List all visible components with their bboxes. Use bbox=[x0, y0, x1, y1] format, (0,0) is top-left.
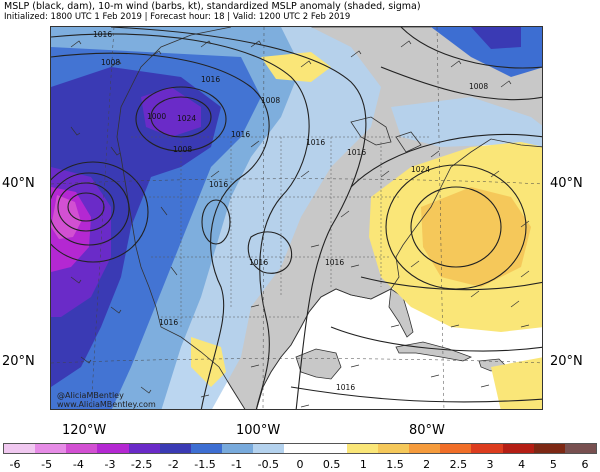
map-title: MSLP (black, dam), 10-m wind (barbs, kt)… bbox=[4, 1, 421, 12]
colorbar-swatch bbox=[159, 444, 191, 453]
colorbar-tick-label: -1.5 bbox=[194, 458, 216, 471]
colorbar-tick-label: 2 bbox=[423, 458, 431, 471]
colorbar-tick-label: -3 bbox=[104, 458, 116, 471]
lat-label-40n-right: 40°N bbox=[550, 176, 583, 191]
isobar-label: 1016 bbox=[306, 138, 325, 147]
cuba-island bbox=[395, 341, 473, 362]
colorbar-swatch bbox=[346, 444, 378, 453]
lon-label-100w: 100°W bbox=[236, 423, 281, 438]
colorbar-tick-label: 2.5 bbox=[449, 458, 468, 471]
isobar-label: 1016 bbox=[159, 318, 178, 327]
colorbar-tick-label: 0 bbox=[296, 458, 304, 471]
graticule bbox=[51, 27, 542, 409]
colorbar-tick-label: -4 bbox=[72, 458, 84, 471]
colorbar-tick-label: 0.5 bbox=[322, 458, 341, 471]
colorbar-tick-label: -2.5 bbox=[130, 458, 153, 471]
isobar-label: 1024 bbox=[411, 165, 430, 174]
isobar-label: 1008 bbox=[261, 96, 280, 105]
isobar-label: 1016 bbox=[209, 180, 228, 189]
isobar-label: 1008 bbox=[469, 82, 488, 91]
anomaly-shading bbox=[51, 27, 542, 409]
colorbar-swatch bbox=[315, 444, 347, 453]
lat-label-40n-left: 40°N bbox=[2, 176, 35, 191]
anomaly-colorbar bbox=[3, 443, 597, 454]
colorbar-tick-label: -2 bbox=[167, 458, 179, 471]
lon-label-80w: 80°W bbox=[409, 423, 445, 438]
colorbar-swatch bbox=[253, 444, 285, 453]
colorbar-swatch bbox=[97, 444, 129, 453]
colorbar-tick-label: -6 bbox=[9, 458, 21, 471]
map-subtitle: Initialized: 1800 UTC 1 Feb 2019 | Forec… bbox=[4, 12, 351, 22]
lat-label-20n-right: 20°N bbox=[550, 354, 583, 369]
colorbar-tick-label: 4 bbox=[518, 458, 526, 471]
colorbar-swatch bbox=[4, 444, 36, 453]
colorbar-swatch bbox=[533, 444, 565, 453]
credit-handle: @AliciaMBentley bbox=[57, 391, 124, 400]
map-panel: 1016 1008 1016 1000 1024 1008 1016 1008 … bbox=[50, 26, 543, 410]
isobar-label: 1016 bbox=[347, 148, 366, 157]
colorbar-swatch bbox=[35, 444, 67, 453]
wind-barbs bbox=[70, 40, 530, 408]
florida-peninsula bbox=[388, 288, 414, 338]
isobar-label: 1000 bbox=[147, 112, 166, 121]
colorbar-swatch bbox=[502, 444, 534, 453]
colorbar-swatch bbox=[128, 444, 160, 453]
colorbar-swatch bbox=[377, 444, 410, 453]
isobar-label: 1016 bbox=[93, 30, 112, 39]
colorbar-tick-label: -5 bbox=[41, 458, 53, 471]
credit-website: www.AliciaMBentley.com bbox=[57, 400, 156, 409]
map-canvas: 1016 1008 1016 1000 1024 1008 1016 1008 … bbox=[51, 27, 542, 409]
colorbar-swatch bbox=[409, 444, 441, 453]
isobar-label: 1024 bbox=[177, 114, 196, 123]
isobar-label: 1008 bbox=[173, 145, 192, 154]
colorbar-tick-label: 1.5 bbox=[386, 458, 404, 471]
lon-label-120w: 120°W bbox=[62, 423, 107, 438]
mexico-yucatan bbox=[295, 348, 342, 380]
colorbar-swatch bbox=[284, 444, 316, 453]
isobar-label: 1016 bbox=[231, 130, 250, 139]
colorbar-tick-label: 6 bbox=[581, 458, 589, 471]
isobar-label: 1016 bbox=[201, 75, 220, 84]
colorbar-swatch bbox=[190, 444, 223, 453]
colorbar-swatch bbox=[471, 444, 503, 453]
colorbar-tick-label: 3 bbox=[486, 458, 494, 471]
isobar-label: 1016 bbox=[336, 383, 355, 392]
isobar-contours bbox=[51, 27, 542, 409]
isobar-label-layer: 1016 1008 1016 1000 1024 1008 1016 1008 … bbox=[93, 30, 488, 392]
colorbar-tick-label: 1 bbox=[359, 458, 367, 471]
isobar-label: 1016 bbox=[325, 258, 344, 267]
lat-label-20n-left: 20°N bbox=[2, 354, 35, 369]
colorbar-tick-label: 5 bbox=[549, 458, 557, 471]
colorbar-swatch bbox=[564, 444, 596, 453]
colorbar-swatch bbox=[222, 444, 254, 453]
isobar-label: 1008 bbox=[101, 58, 120, 67]
colorbar-tick-label: -1 bbox=[231, 458, 243, 471]
colorbar-swatch bbox=[66, 444, 98, 453]
colorbar-swatch bbox=[440, 444, 472, 453]
isobar-label: 1016 bbox=[249, 258, 268, 267]
colorbar-tick-label: -0.5 bbox=[257, 458, 280, 471]
